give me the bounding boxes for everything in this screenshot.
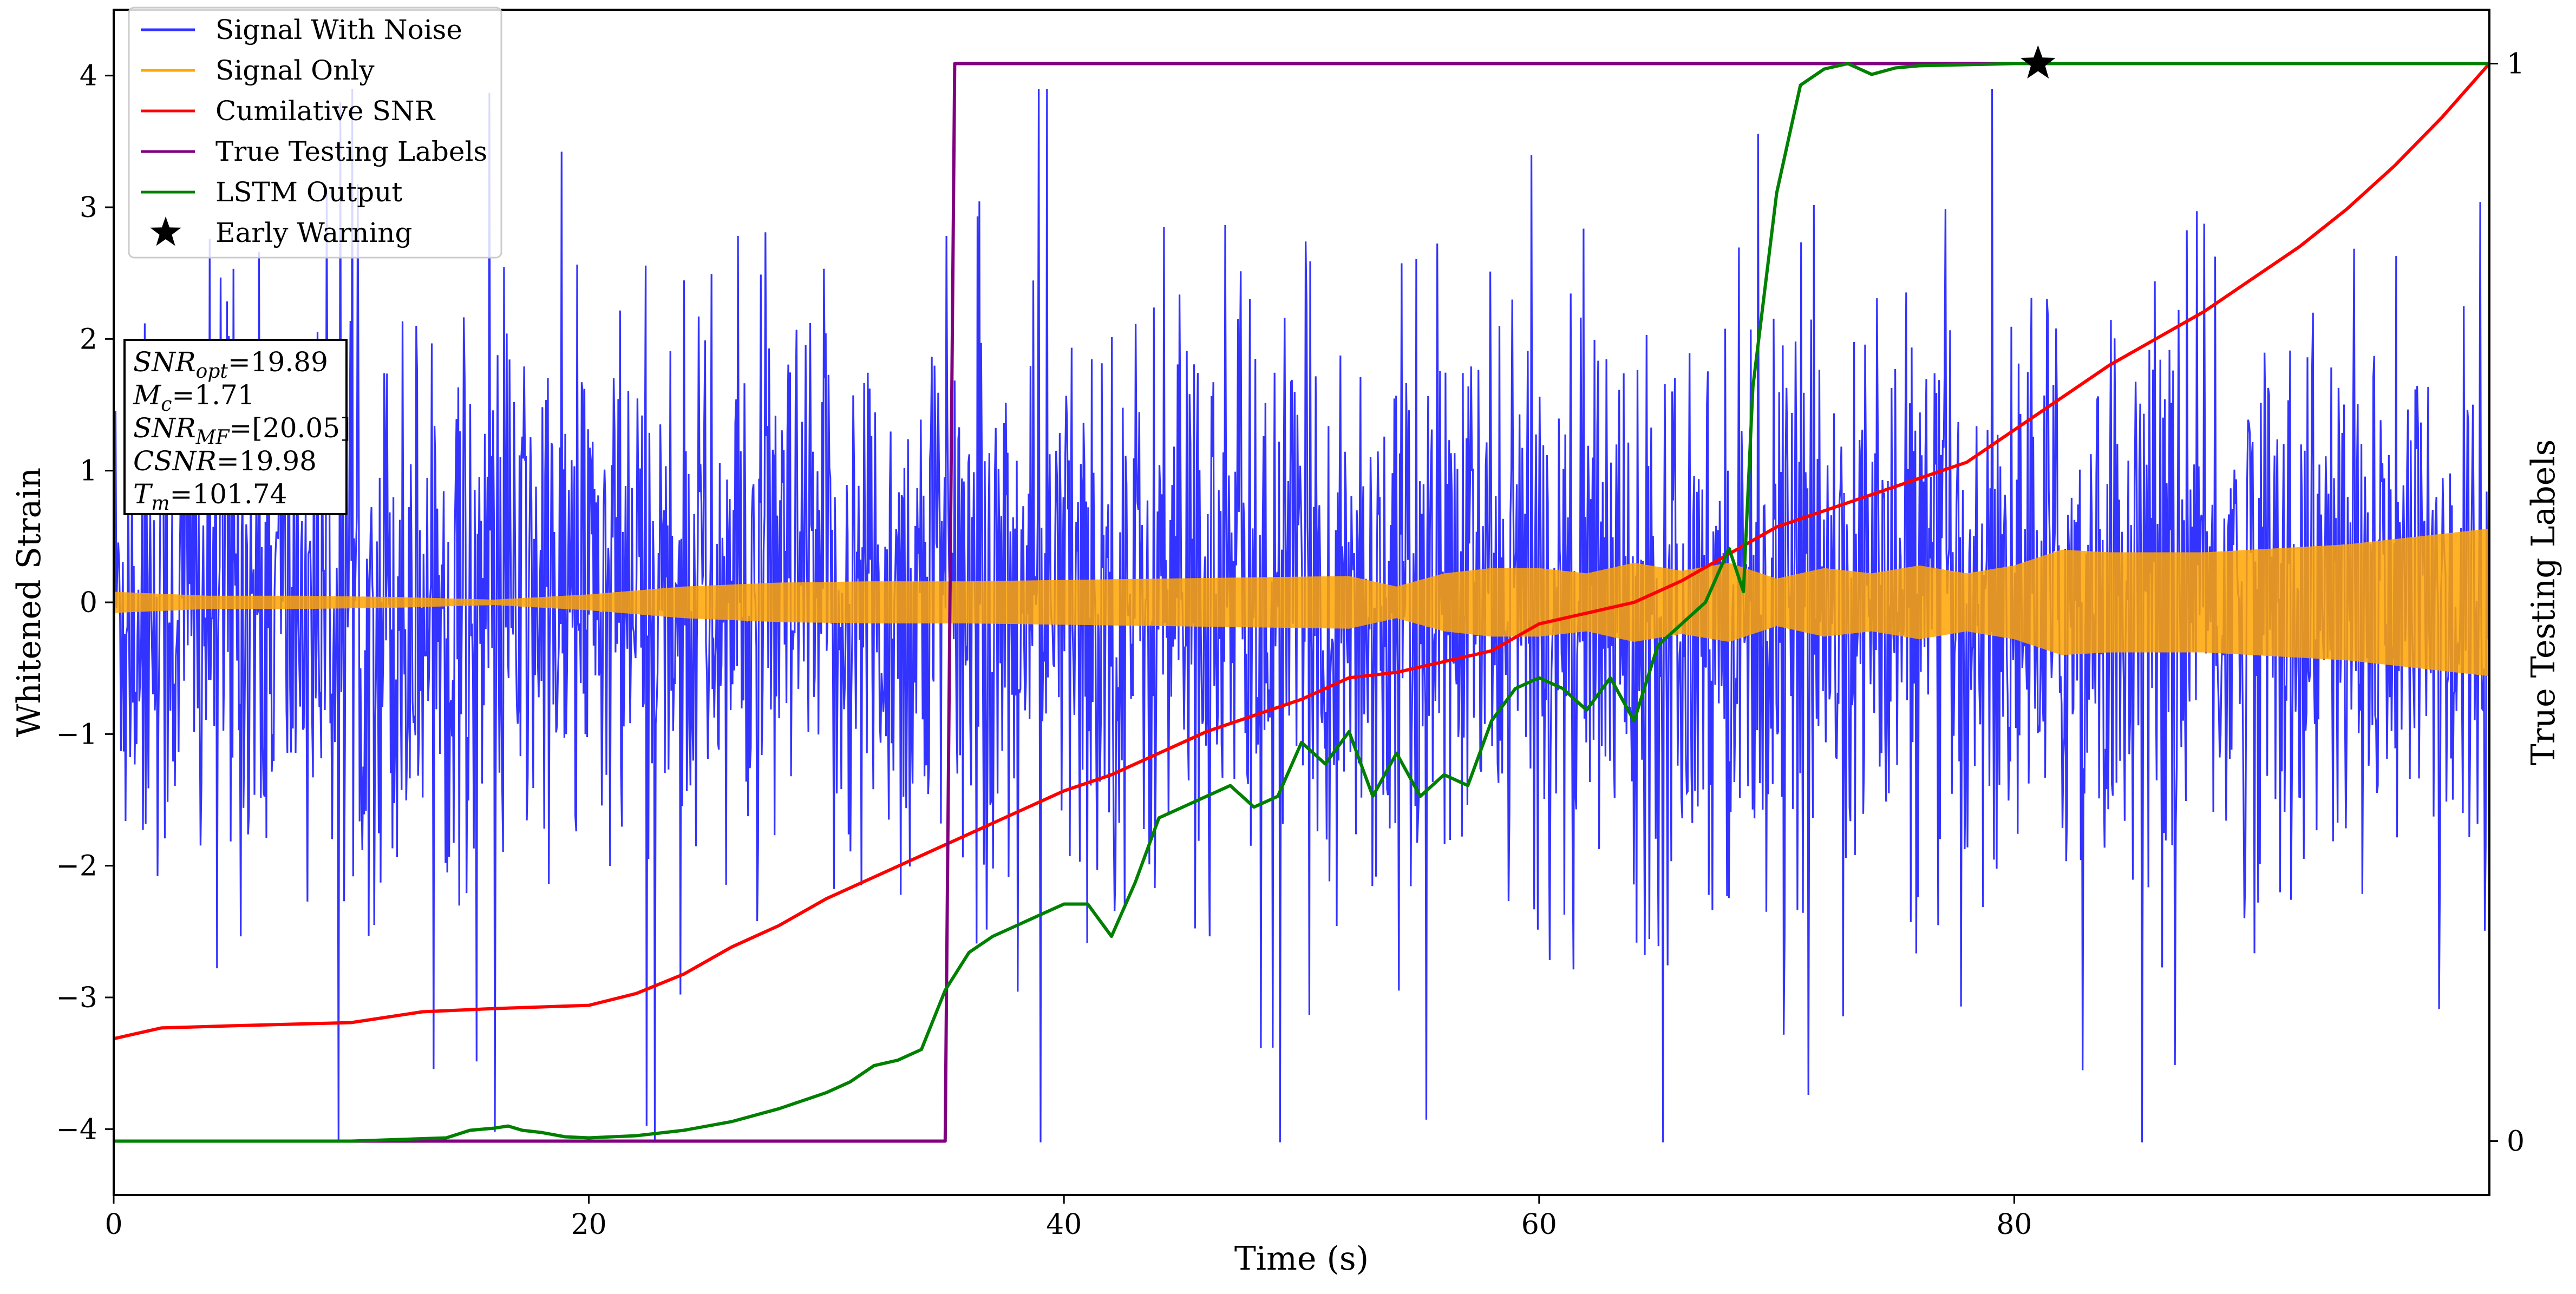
info-box-frame — [123, 339, 348, 515]
line-series-group — [113, 62, 2491, 1143]
info-subscript: opt — [196, 360, 228, 383]
info-value: =1.71 — [172, 379, 254, 411]
legend-label: True Testing Labels — [215, 136, 487, 167]
y2-tick-label: 1 — [2507, 48, 2525, 81]
info-subscript: MF — [195, 426, 231, 449]
legend-label: LSTM Output — [215, 176, 402, 208]
x-tick-label: 0 — [104, 1208, 122, 1241]
legend-label: Early Warning — [215, 217, 413, 248]
y-tick-label: −2 — [56, 850, 97, 883]
y-tick-label: −4 — [56, 1113, 97, 1146]
x-tick-label: 60 — [1521, 1208, 1557, 1241]
info-symbol: M — [133, 379, 162, 411]
info-value: =101.74 — [170, 478, 287, 510]
y2-axis-title: True Testing Labels — [2525, 439, 2562, 766]
x-tick-label: 20 — [571, 1208, 607, 1241]
signal-only-line — [113, 528, 2490, 676]
x-tick-label: 40 — [1046, 1208, 1082, 1241]
info-symbol: SNR — [133, 412, 196, 444]
early-warning-marker-group — [2020, 45, 2056, 79]
cumulative-snr-line — [113, 62, 2491, 1041]
info-subscript: m — [151, 492, 169, 515]
y-tick-label: 0 — [80, 587, 97, 619]
x-axis-ticks: 0 20 40 60 80 — [104, 1195, 2032, 1241]
y-tick-label: 2 — [80, 323, 97, 356]
y-tick-label: 4 — [80, 60, 97, 93]
y2-axis-ticks: 01 — [2489, 48, 2525, 1158]
y-axis-ticks: −4 −3 −2 −1 0 1 2 3 4 — [56, 60, 114, 1146]
early-warning-marker — [2020, 45, 2056, 79]
info-symbol: CSNR — [133, 445, 217, 477]
info-box: SNRopt=19.89Mc=1.71SNRMF=[20.05]CSNR=19.… — [123, 339, 351, 515]
x-tick-label: 80 — [1996, 1208, 2032, 1241]
y-tick-label: 1 — [80, 455, 97, 488]
info-line: CSNR=19.98 — [133, 445, 317, 477]
info-line: SNRopt=19.89 — [133, 346, 328, 383]
info-value: =19.89 — [228, 346, 328, 378]
legend-label: Signal Only — [215, 55, 375, 86]
plot-area — [113, 45, 2491, 1143]
y-tick-label: 3 — [80, 192, 97, 224]
true-testing-labels-line — [114, 62, 2489, 1143]
info-symbol: SNR — [133, 346, 196, 378]
legend-box — [128, 6, 502, 259]
info-value: =[20.05] — [230, 412, 351, 444]
signal-only-series — [113, 528, 2490, 676]
y-tick-label: −1 — [56, 718, 97, 751]
info-line: SNRMF=[20.05] — [133, 412, 351, 449]
lstm-output-line — [114, 62, 2489, 1143]
legend-label: Cumilative SNR — [215, 95, 435, 127]
info-symbol: T — [133, 478, 153, 510]
legend: Signal With Noise Signal Only Cumilative S… — [128, 6, 502, 259]
x-axis-title: Time (s) — [1234, 1240, 1369, 1278]
legend-label: Signal With Noise — [215, 14, 462, 45]
legend-star-icon — [150, 216, 181, 246]
info-subscript: c — [161, 393, 172, 416]
info-line: Mc=1.71 — [133, 379, 255, 416]
y2-tick-label: 0 — [2507, 1125, 2525, 1158]
info-value: =19.98 — [217, 445, 317, 477]
y-tick-label: −3 — [56, 982, 97, 1014]
info-line: Tm=101.74 — [133, 478, 287, 515]
y-axis-title: Whitened Strain — [10, 468, 48, 737]
